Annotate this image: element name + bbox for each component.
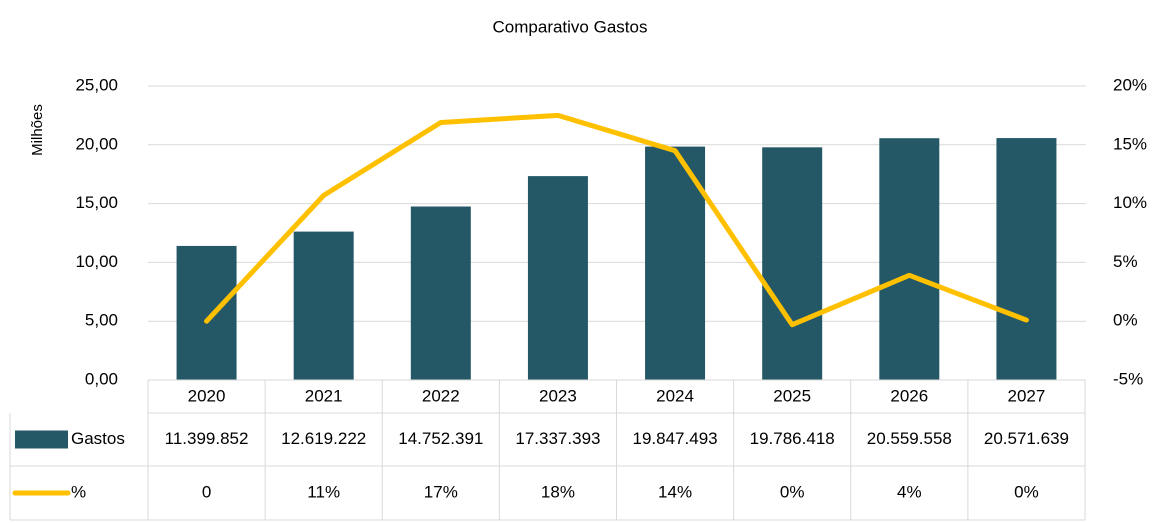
bar bbox=[645, 146, 706, 380]
y2-tick-label: 10% bbox=[1113, 193, 1147, 212]
x-tick-label: 2027 bbox=[1008, 386, 1046, 405]
data-table-cell: 19.847.493 bbox=[633, 429, 718, 448]
data-table-cell: 20.571.639 bbox=[984, 429, 1069, 448]
x-tick-label: 2021 bbox=[305, 386, 343, 405]
chart-title: Comparativo Gastos bbox=[493, 17, 648, 36]
bar bbox=[527, 176, 588, 380]
data-table-cell: 14% bbox=[658, 482, 692, 501]
data-table-cell: 18% bbox=[541, 482, 575, 501]
data-table-cell: 11% bbox=[307, 482, 340, 501]
y-tick-label: 15,00 bbox=[75, 193, 118, 212]
bar bbox=[176, 245, 237, 380]
bar bbox=[410, 206, 471, 380]
x-tick-label: 2020 bbox=[188, 386, 226, 405]
data-table-cell: 20.559.558 bbox=[867, 429, 952, 448]
data-table-cell: 0% bbox=[780, 482, 805, 501]
y-tick-label: 20,00 bbox=[75, 134, 118, 153]
x-tick-label: 2026 bbox=[890, 386, 928, 405]
data-table-cell: 4% bbox=[897, 482, 922, 501]
y-tick-label: 5,00 bbox=[85, 311, 118, 330]
y2-tick-label: 5% bbox=[1113, 252, 1138, 271]
data-table-cell: 0% bbox=[1014, 482, 1039, 501]
line bbox=[204, 112, 1029, 328]
data-table-cell: 17% bbox=[424, 482, 458, 501]
x-tick-label: 2025 bbox=[773, 386, 811, 405]
data-table-cell: 0 bbox=[202, 482, 211, 501]
y-tick-label: 25,00 bbox=[75, 75, 118, 94]
y2-tick-label: 15% bbox=[1113, 134, 1147, 153]
y2-tick-label: -5% bbox=[1113, 369, 1143, 388]
bar bbox=[293, 231, 354, 380]
data-table-cell: 19.786.418 bbox=[750, 429, 835, 448]
y2-tick-label: 20% bbox=[1113, 75, 1147, 94]
y-tick-label: 10,00 bbox=[75, 252, 118, 271]
legend-key bbox=[15, 430, 68, 449]
bar bbox=[879, 138, 940, 380]
data-table-cell: 12.619.222 bbox=[281, 429, 366, 448]
y2-tick-label: 0% bbox=[1113, 311, 1138, 330]
data-table-cell: 14.752.391 bbox=[398, 429, 483, 448]
data-table-cell: 17.337.393 bbox=[515, 429, 600, 448]
legend-label: % bbox=[71, 482, 86, 501]
y-axis-label: Milhões bbox=[29, 104, 46, 156]
y-tick-label: 0,00 bbox=[85, 369, 118, 388]
bar bbox=[762, 147, 823, 380]
data-table-cell: 11.399.852 bbox=[165, 429, 249, 448]
x-tick-label: 2024 bbox=[656, 386, 694, 405]
bar bbox=[996, 138, 1057, 380]
legend-label: Gastos bbox=[71, 429, 125, 448]
x-tick-label: 2022 bbox=[422, 386, 460, 405]
x-tick-label: 2023 bbox=[539, 386, 577, 405]
